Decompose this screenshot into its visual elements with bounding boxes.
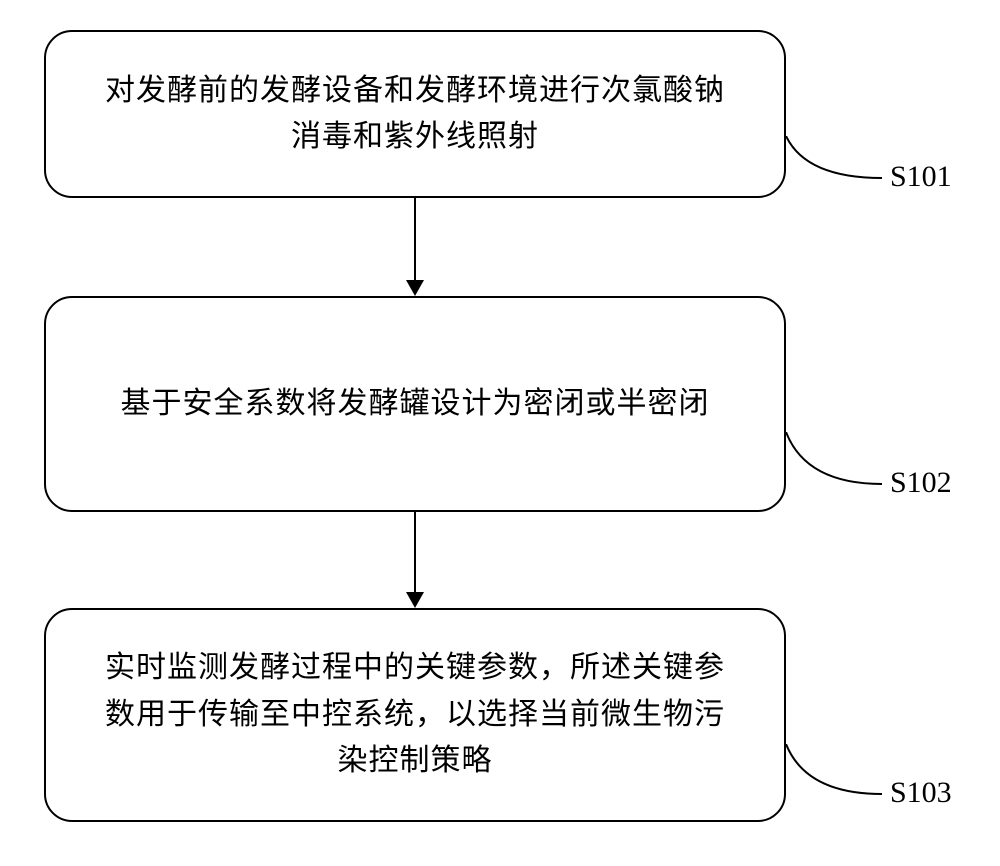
node-text: 对发酵前的发酵设备和发酵环境进行次氯酸钠 消毒和紫外线照射 bbox=[77, 68, 753, 161]
arrow-head-icon bbox=[406, 592, 424, 608]
arrow-line bbox=[414, 512, 416, 592]
label-leader bbox=[786, 432, 886, 492]
step-label-text: S103 bbox=[890, 776, 952, 809]
step-label-text: S101 bbox=[890, 160, 952, 193]
flowchart-node: 实时监测发酵过程中的关键参数，所述关键参 数用于传输至中控系统，以选择当前微生物… bbox=[44, 608, 786, 822]
flowchart-canvas: 对发酵前的发酵设备和发酵环境进行次氯酸钠 消毒和紫外线照射 基于安全系数将发酵罐… bbox=[0, 0, 1000, 866]
flowchart-node: 基于安全系数将发酵罐设计为密闭或半密闭 bbox=[44, 296, 786, 512]
step-label: S103 bbox=[890, 776, 952, 810]
label-leader bbox=[786, 136, 886, 186]
arrow-head-icon bbox=[406, 280, 424, 296]
flowchart-node: 对发酵前的发酵设备和发酵环境进行次氯酸钠 消毒和紫外线照射 bbox=[44, 30, 786, 198]
arrow-line bbox=[414, 198, 416, 280]
label-leader bbox=[786, 744, 886, 802]
step-label: S102 bbox=[890, 466, 952, 500]
step-label: S101 bbox=[890, 160, 952, 194]
step-label-text: S102 bbox=[890, 466, 952, 499]
node-text: 基于安全系数将发酵罐设计为密闭或半密闭 bbox=[93, 381, 738, 428]
node-text: 实时监测发酵过程中的关键参数，所述关键参 数用于传输至中控系统，以选择当前微生物… bbox=[77, 645, 753, 785]
